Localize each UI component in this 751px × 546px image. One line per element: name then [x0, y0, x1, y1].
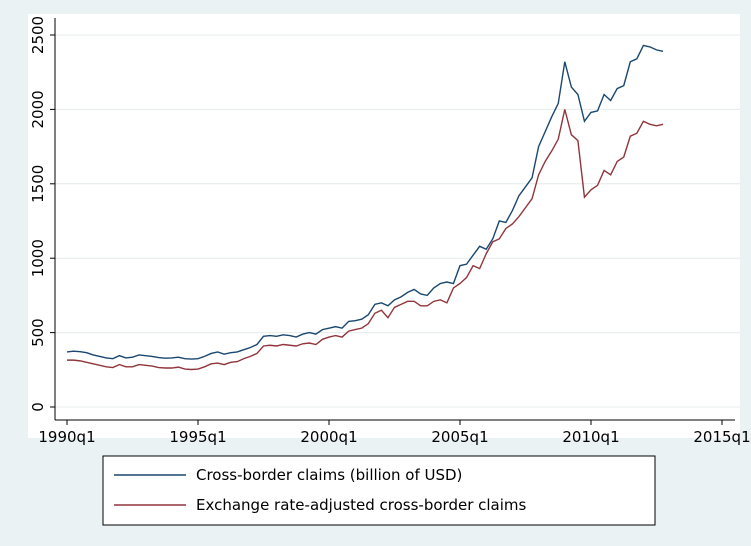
series-line — [67, 109, 664, 371]
x-tick-label: 2010q1 — [562, 428, 619, 446]
x-tick-label: 2000q1 — [300, 428, 357, 446]
y-tick-label: 0 — [29, 402, 47, 412]
y-tick-label: 1000 — [29, 239, 47, 277]
legend-label: Exchange rate-adjusted cross-border clai… — [196, 496, 527, 514]
x-tick-label: 2015q1 — [693, 428, 750, 446]
legend-label: Cross-border claims (billion of USD) — [196, 466, 462, 484]
y-tick-label: 2500 — [29, 16, 47, 54]
x-tick-label: 1990q1 — [38, 428, 95, 446]
plot-area — [28, 14, 740, 438]
series-line — [66, 44, 664, 360]
y-tick-label: 2000 — [29, 90, 47, 128]
x-tick-label: 1995q1 — [169, 428, 226, 446]
x-tick-label: 2005q1 — [431, 428, 488, 446]
y-tick-label: 1500 — [29, 165, 47, 203]
legend — [102, 455, 656, 526]
y-tick-label: 500 — [29, 318, 47, 347]
